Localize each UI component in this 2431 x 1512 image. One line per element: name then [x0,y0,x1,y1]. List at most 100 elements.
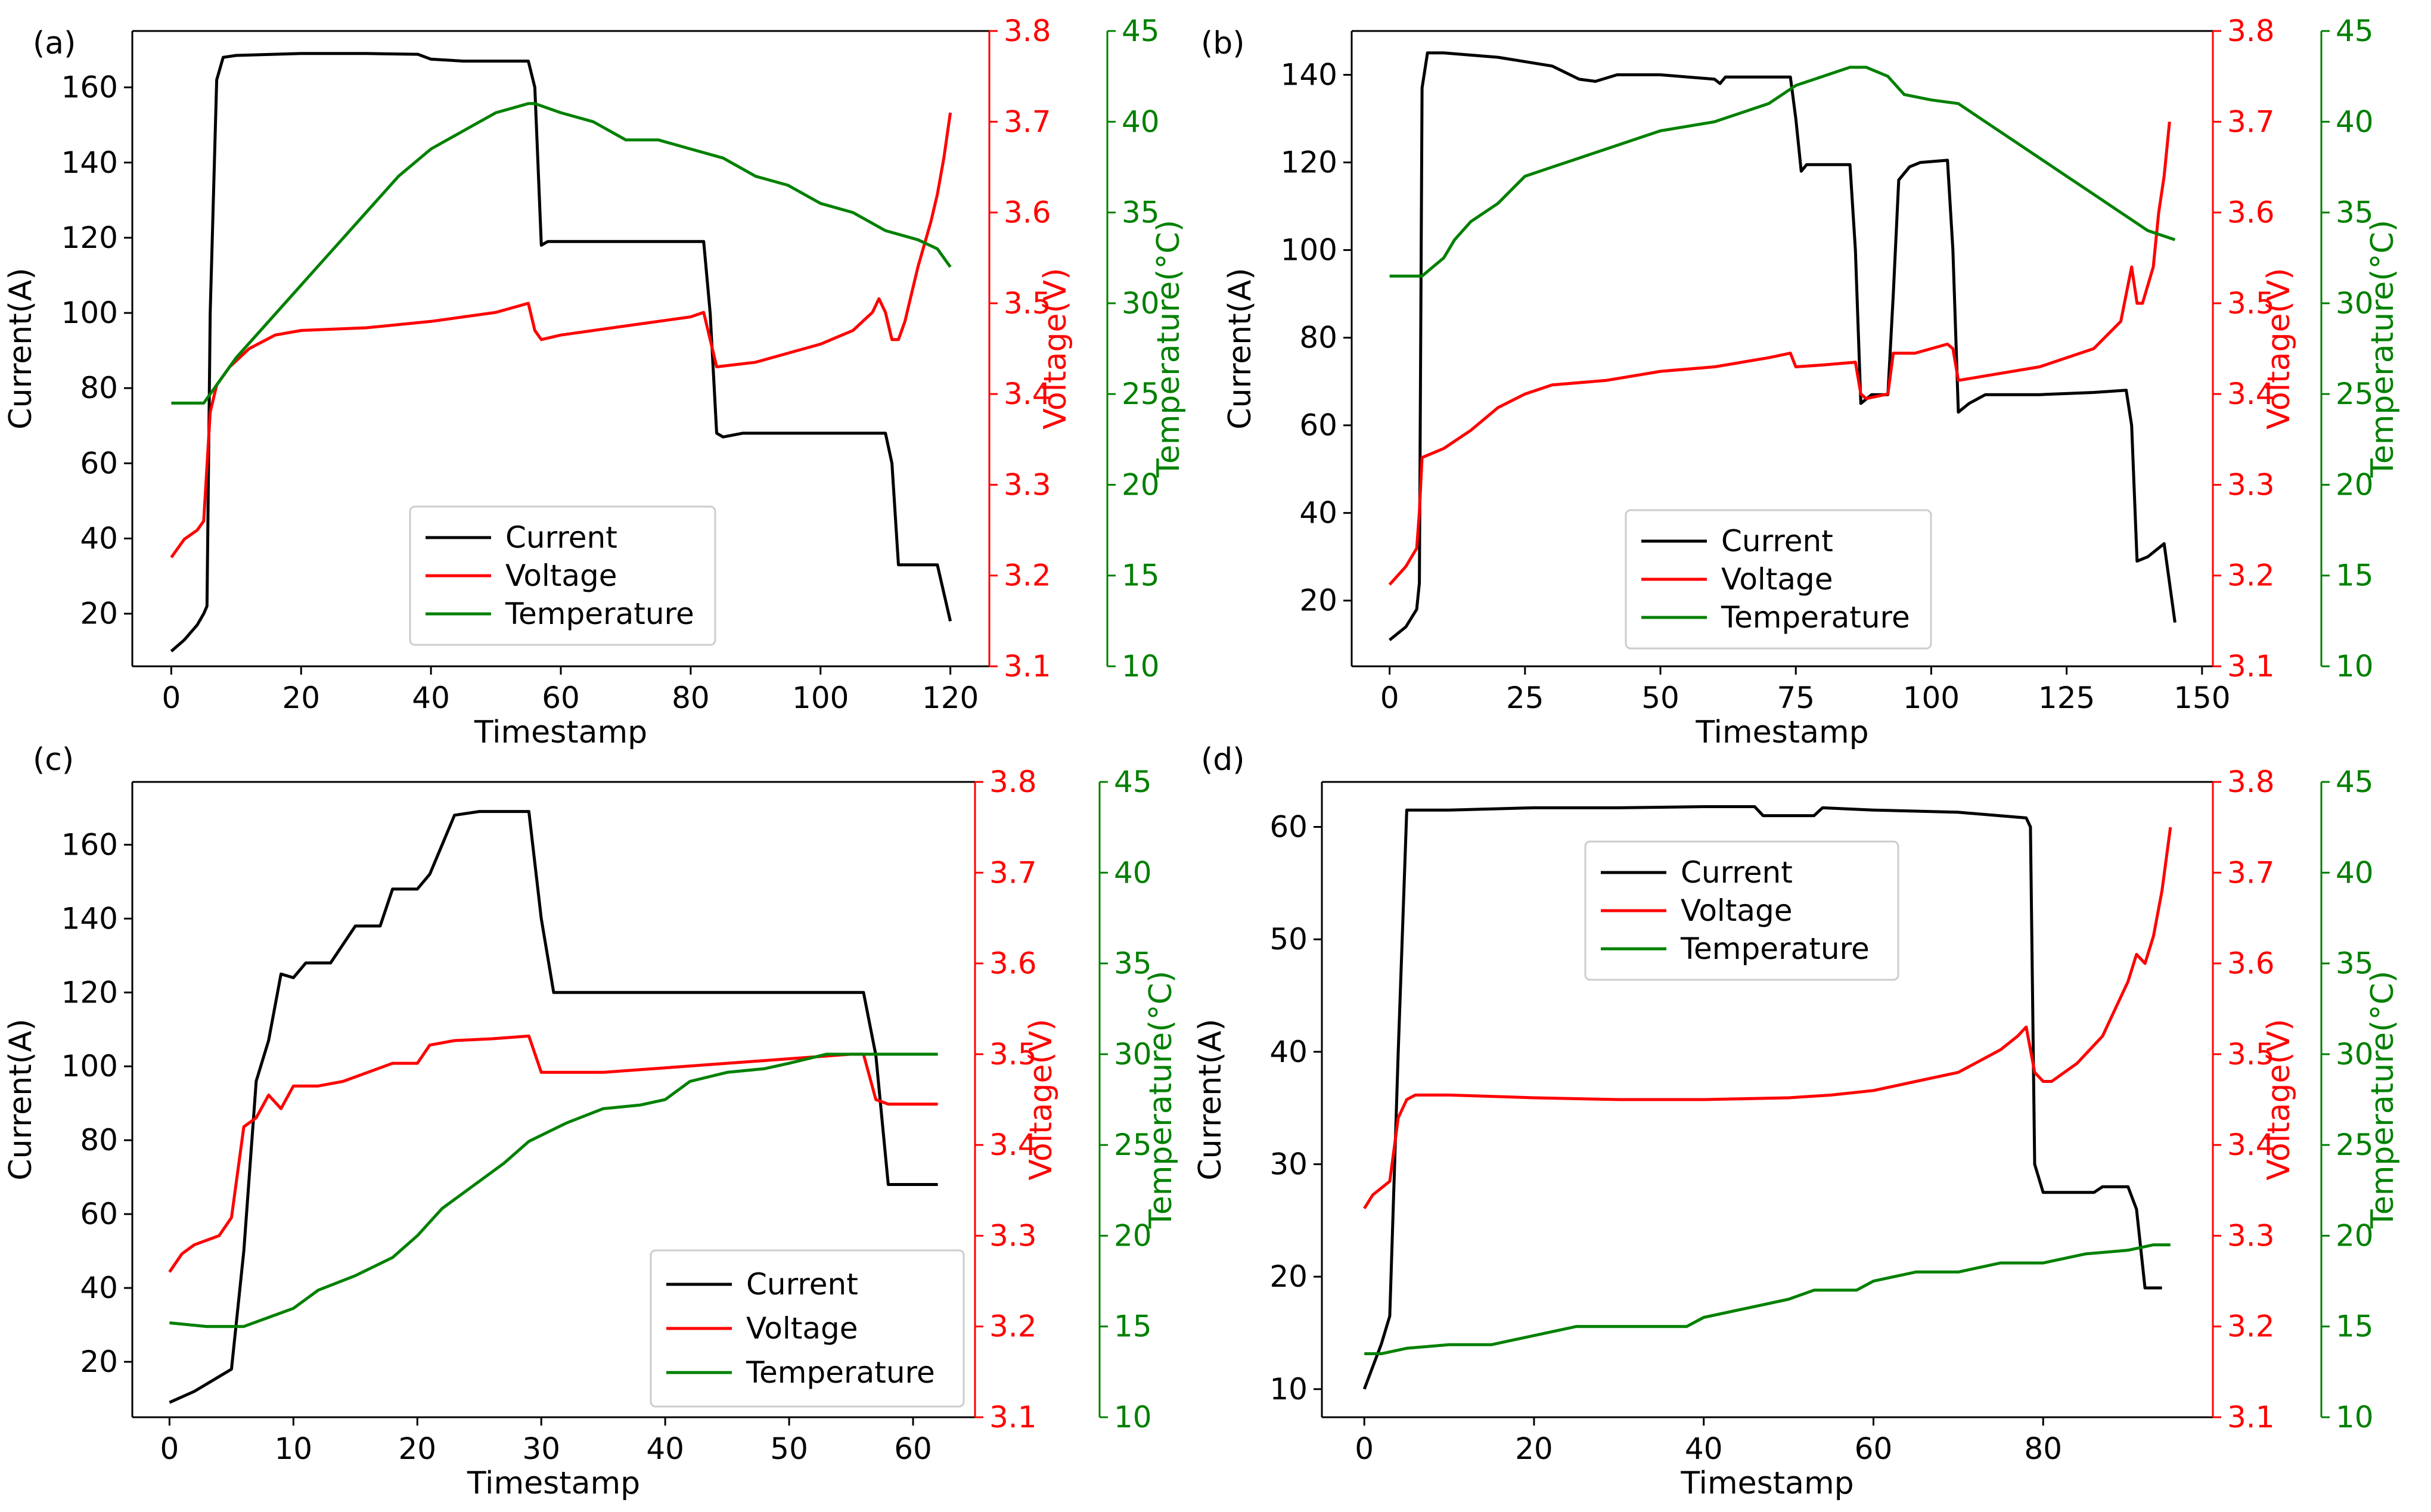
legend-label-current: Current [1721,524,1833,558]
voltage-tick-label: 3.3 [2227,467,2275,502]
temperature-tick-label: 10 [1114,1400,1152,1435]
series-line-temperature [171,102,952,405]
series-line-voltage [168,1034,938,1273]
y-left-tick-label: 120 [61,975,118,1010]
y-left-tick-label: 20 [1269,1259,1308,1294]
y-left-tick-label: 60 [80,1197,118,1231]
x-tick-label: 20 [398,1432,436,1466]
x-tick-label: 120 [922,681,979,715]
temperature-tick-label: 35 [2336,195,2374,230]
y-left-tick-label: 20 [80,1345,118,1379]
x-tick-label: 20 [1515,1432,1553,1466]
temperature-tick-label: 30 [1122,286,1160,321]
temperature-tick-label: 15 [1114,1309,1152,1344]
y-left-tick-label: 30 [1269,1147,1308,1181]
voltage-tick-label: 3.8 [989,765,1037,799]
voltage-tick-label: 3.1 [2227,1400,2275,1435]
y-left-tick-label: 20 [80,597,118,631]
x-tick-label: 10 [275,1432,313,1466]
x-tick-label: 40 [412,681,450,715]
legend-label-temperature: Temperature [1721,600,1910,635]
y-left-tick-label: 20 [1299,583,1337,618]
x-tick-label: 80 [672,681,710,715]
legend-label-temperature: Temperature [746,1355,935,1390]
voltage-tick-label: 3.5 [2227,1037,2275,1072]
x-tick-label: 50 [1641,681,1679,715]
series-line-voltage [1363,827,2172,1210]
voltage-tick-label: 3.8 [2227,765,2275,799]
voltage-tick-label: 3.6 [2227,195,2275,230]
temperature-axis-label: Temperature(°C) [1151,220,1187,478]
temperature-tick-label: 45 [1114,765,1152,799]
voltage-axis-label: Voltage(V) [2261,1019,2297,1180]
temperature-axis-label: Temperature(°C) [2365,971,2401,1229]
x-tick-label: 80 [2024,1432,2062,1466]
temperature-tick-label: 15 [2336,558,2374,593]
panel-label: (a) [33,26,76,61]
voltage-tick-label: 3.8 [2227,14,2275,48]
panel-label: (d) [1201,742,1245,778]
y-left-axis-label: Current(A) [1222,268,1258,429]
voltage-tick-label: 3.5 [1004,286,1051,321]
temperature-tick-label: 20 [2336,1218,2374,1253]
voltage-tick-label: 3.2 [1004,558,1051,593]
y-left-tick-label: 40 [1269,1035,1308,1069]
temperature-tick-label: 40 [1122,104,1160,139]
legend-label-temperature: Temperature [1680,932,1870,966]
legend-label-voltage: Voltage [505,558,617,593]
temperature-tick-label: 35 [2336,946,2374,981]
x-tick-label: 100 [792,681,849,715]
legend-label-voltage: Voltage [1721,562,1833,597]
series-line-voltage [1388,122,2171,586]
y-left-tick-label: 60 [1269,809,1308,844]
voltage-tick-label: 3.5 [989,1037,1037,1072]
voltage-tick-label: 3.1 [2227,649,2275,684]
series-line-voltage [170,112,952,558]
temperature-tick-label: 30 [2336,1037,2374,1072]
legend-label-temperature: Temperature [505,597,694,631]
voltage-axis-label: Voltage(V) [1023,1019,1059,1180]
x-tick-label: 0 [1380,681,1399,715]
y-left-tick-label: 140 [61,901,118,936]
y-left-tick-label: 80 [80,1123,118,1157]
x-tick-label: 75 [1777,681,1815,715]
voltage-tick-label: 3.4 [1004,377,1051,411]
voltage-tick-label: 3.1 [1004,649,1051,684]
temperature-tick-label: 45 [1122,14,1160,48]
voltage-tick-label: 3.7 [2227,855,2275,890]
x-tick-label: 40 [1685,1432,1723,1466]
temperature-axis-label: Temperature(°C) [2365,220,2401,478]
series-line-temperature [1364,1243,2171,1355]
y-left-tick-label: 60 [80,446,118,480]
panel-label: (b) [1201,26,1245,61]
voltage-tick-label: 3.4 [2227,1128,2275,1162]
x-tick-label: 125 [2038,681,2095,715]
legend-label-voltage: Voltage [746,1311,858,1346]
temperature-axis-label: Temperature(°C) [1143,971,1179,1229]
panel-a: (a) 0 20 40 60 80 100 120 Timestamp 20 40 60 80 100 12… [3,14,1187,750]
temperature-tick-label: 25 [1114,1128,1152,1162]
series-line-temperature [1389,66,2176,278]
voltage-tick-label: 3.6 [1004,195,1051,230]
legend-frame [650,1249,965,1408]
y-left-axis-label: Current(A) [3,268,39,429]
panel-label: (c) [33,742,74,778]
x-axis-label: Timestamp [474,715,647,750]
voltage-tick-label: 3.1 [989,1400,1037,1435]
legend-frame [1625,509,1932,650]
y-left-tick-label: 80 [1299,321,1337,355]
temperature-tick-label: 25 [2336,377,2374,411]
y-left-tick-label: 140 [61,145,118,180]
temperature-tick-label: 15 [1122,558,1160,593]
legend-label-voltage: Voltage [1681,893,1793,928]
y-left-tick-label: 10 [1269,1372,1308,1407]
temperature-tick-label: 30 [2336,286,2374,321]
voltage-tick-label: 3.7 [2227,104,2275,139]
temperature-tick-label: 15 [2336,1309,2374,1344]
temperature-tick-label: 35 [1122,195,1160,230]
series-line-current [1362,805,2162,1390]
